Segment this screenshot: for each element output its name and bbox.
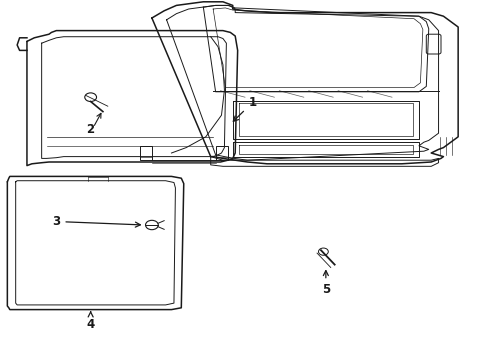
Text: 3: 3 xyxy=(52,215,140,228)
Bar xyxy=(216,146,228,160)
Bar xyxy=(140,146,152,160)
Text: 2: 2 xyxy=(87,123,95,136)
Text: 1: 1 xyxy=(233,96,256,121)
Text: 4: 4 xyxy=(87,312,95,330)
Text: 5: 5 xyxy=(322,271,330,296)
